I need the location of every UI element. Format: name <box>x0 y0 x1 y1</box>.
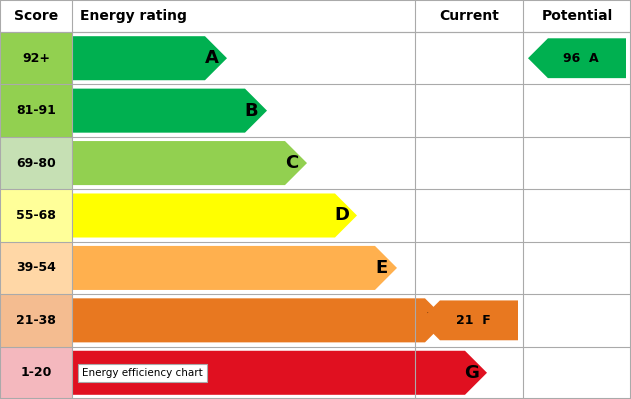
Text: 21  F: 21 F <box>456 314 490 327</box>
Polygon shape <box>528 38 626 78</box>
Text: 96  A: 96 A <box>563 52 599 65</box>
Bar <box>0 137 72 189</box>
Polygon shape <box>420 300 518 340</box>
Text: 39-54: 39-54 <box>16 261 56 275</box>
Text: E: E <box>375 259 387 277</box>
Bar <box>0 294 72 347</box>
Text: Energy rating: Energy rating <box>80 9 187 23</box>
Polygon shape <box>72 351 487 395</box>
Bar <box>0 85 72 137</box>
Text: F: F <box>425 311 438 329</box>
Polygon shape <box>72 194 357 237</box>
Text: Current: Current <box>439 9 499 23</box>
Polygon shape <box>72 89 267 132</box>
Bar <box>0 0 631 32</box>
Polygon shape <box>72 246 397 290</box>
Bar <box>0 347 72 399</box>
Text: 55-68: 55-68 <box>16 209 56 222</box>
Text: Potential: Potential <box>541 9 613 23</box>
Text: D: D <box>334 207 349 225</box>
Text: 81-91: 81-91 <box>16 104 56 117</box>
Bar <box>0 242 72 294</box>
Polygon shape <box>72 36 227 80</box>
Text: Score: Score <box>14 9 58 23</box>
Text: C: C <box>285 154 298 172</box>
Text: 1-20: 1-20 <box>20 366 52 379</box>
Bar <box>0 32 72 85</box>
Bar <box>0 189 72 242</box>
Text: 92+: 92+ <box>22 52 50 65</box>
Text: B: B <box>245 102 259 120</box>
Text: Energy efficiency chart: Energy efficiency chart <box>82 368 203 378</box>
Polygon shape <box>72 141 307 185</box>
Text: G: G <box>464 364 479 382</box>
Text: A: A <box>204 49 218 67</box>
Polygon shape <box>72 298 447 342</box>
Text: 69-80: 69-80 <box>16 156 56 170</box>
Text: 21-38: 21-38 <box>16 314 56 327</box>
